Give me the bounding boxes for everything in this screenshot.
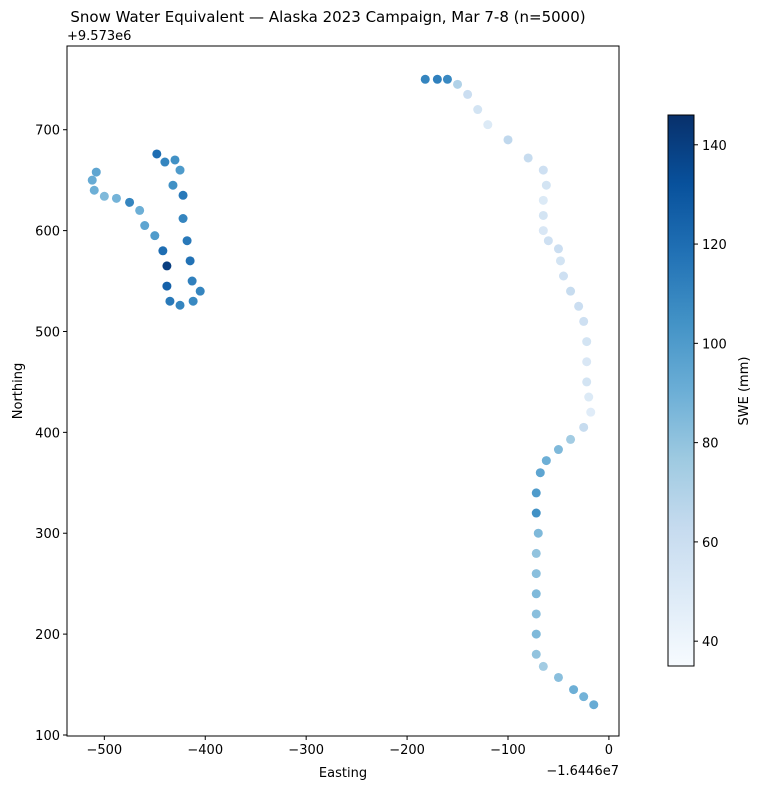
y-tick-label: 400: [35, 426, 60, 441]
point: [531, 488, 541, 498]
point: [150, 231, 160, 241]
point: [188, 296, 198, 306]
point: [533, 528, 543, 538]
x-tick-label: −200: [389, 743, 425, 758]
x-tick-label: 0: [605, 743, 613, 758]
point: [553, 445, 563, 455]
x-offset-label: −1.6446e7: [546, 764, 619, 779]
point: [531, 508, 541, 518]
y-tick-label: 500: [35, 325, 60, 340]
chart-title: Snow Water Equivalent — Alaska 2023 Camp…: [70, 8, 585, 26]
point: [566, 286, 576, 296]
point: [125, 197, 135, 207]
point: [579, 692, 589, 702]
x-tick-label: −500: [86, 743, 122, 758]
point: [555, 256, 565, 266]
point: [89, 185, 99, 195]
point: [531, 649, 541, 659]
point: [582, 337, 592, 347]
point: [442, 74, 452, 84]
point: [432, 74, 442, 84]
point: [589, 700, 599, 710]
point: [579, 316, 589, 326]
y-tick-label: 300: [35, 527, 60, 542]
point: [503, 135, 513, 145]
y-tick-label: 100: [35, 729, 60, 744]
y-offset-label: +9.573e6: [67, 29, 131, 44]
plot-frame: [66, 45, 620, 737]
colorbar-tick-label: 140: [702, 139, 727, 154]
point: [566, 434, 576, 444]
point: [523, 153, 533, 163]
point: [165, 296, 175, 306]
colorbar-tick-label: 100: [702, 337, 727, 352]
point: [158, 246, 168, 256]
point: [543, 236, 553, 246]
point: [579, 422, 589, 432]
y-tick-label: 700: [35, 124, 60, 139]
point: [541, 180, 551, 190]
colorbar-tick-label: 60: [702, 536, 719, 551]
point: [140, 221, 150, 231]
point: [178, 214, 188, 223]
point: [453, 79, 463, 89]
point: [538, 661, 548, 671]
point: [531, 609, 541, 619]
point: [170, 155, 180, 165]
point: [187, 276, 197, 286]
point: [553, 244, 563, 254]
colorbar: [667, 114, 695, 667]
point: [182, 236, 192, 246]
point: [538, 195, 548, 205]
colorbar-tick-label: 80: [702, 437, 719, 452]
point: [483, 120, 493, 130]
point: [531, 548, 541, 558]
point: [535, 468, 545, 478]
point: [99, 191, 109, 201]
point: [168, 180, 178, 190]
point: [582, 377, 592, 387]
point: [175, 300, 185, 310]
y-axis-label: Northing: [11, 363, 26, 419]
point: [531, 629, 541, 639]
point: [162, 261, 172, 271]
point: [162, 281, 172, 291]
x-tick-label: −400: [187, 743, 223, 758]
point: [185, 256, 195, 266]
point: [91, 167, 101, 177]
point: [538, 226, 548, 236]
point: [152, 149, 162, 159]
point: [195, 286, 205, 296]
point: [175, 165, 185, 175]
point: [541, 456, 551, 466]
point: [463, 89, 473, 99]
point: [531, 589, 541, 599]
point: [87, 175, 97, 185]
point: [574, 301, 584, 311]
point: [586, 407, 596, 417]
point: [160, 157, 170, 167]
point: [558, 271, 568, 281]
x-tick-label: −100: [490, 743, 526, 758]
point: [473, 105, 483, 115]
y-tick-label: 600: [35, 225, 60, 240]
x-axis-label: Easting: [319, 766, 367, 781]
y-tick-label: 200: [35, 628, 60, 643]
colorbar-tick-label: 120: [702, 238, 727, 253]
colorbar-label: SWE (mm): [737, 357, 752, 426]
point: [553, 672, 563, 682]
point: [538, 210, 548, 220]
point: [135, 205, 145, 215]
point: [531, 569, 541, 579]
point: [420, 74, 430, 84]
point: [538, 165, 548, 175]
x-tick-label: −300: [288, 743, 324, 758]
colorbar-tick-label: 40: [702, 635, 719, 650]
point: [569, 685, 579, 695]
point: [111, 193, 121, 203]
point: [178, 190, 188, 200]
point: [584, 392, 594, 402]
point: [582, 357, 592, 367]
